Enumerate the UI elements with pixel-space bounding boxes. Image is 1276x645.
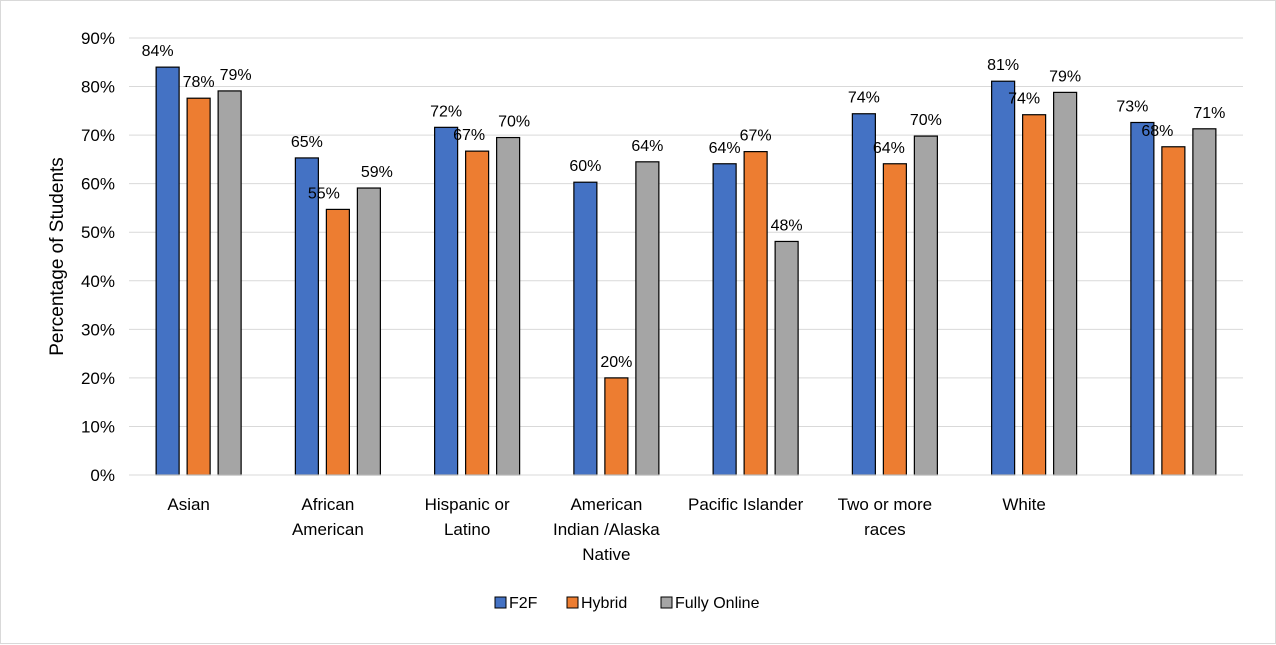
bar-f2f [294, 157, 319, 476]
data-label: 71% [1193, 105, 1225, 122]
data-label: 64% [631, 138, 663, 155]
category-label: Latino [444, 520, 490, 539]
bar-f2f [1130, 121, 1155, 476]
data-label: 59% [361, 164, 393, 181]
data-label: 20% [600, 354, 632, 371]
data-label: 55% [308, 185, 340, 202]
legend-swatch [660, 596, 673, 609]
data-label: 48% [771, 217, 803, 234]
category-label: Hispanic or [425, 495, 510, 514]
category-label: Native [582, 545, 630, 564]
bar-hybrid [882, 163, 907, 476]
category-labels: Asian African American Hispanic or Latino Ame… [167, 495, 1046, 564]
legend-swatch [494, 596, 507, 609]
bar-f2f [155, 66, 180, 476]
bar-hybrid [186, 97, 211, 476]
bar-fully-online [496, 136, 521, 476]
bar-fully-online [1053, 91, 1078, 476]
category-label: Pacific Islander [688, 495, 804, 514]
legend-label: Hybrid [581, 595, 627, 612]
data-label: 73% [1116, 98, 1148, 115]
data-label: 74% [848, 90, 880, 107]
bar-fully-online [913, 135, 938, 476]
bar-hybrid [325, 208, 350, 476]
data-labels: 84%65%72%60%64%74%81%73%78%55%67%20%67%6… [142, 43, 1226, 371]
data-label: 67% [740, 128, 772, 145]
data-label: 72% [430, 103, 462, 120]
bar-fully-online [356, 187, 381, 476]
category-label: Asian [167, 495, 210, 514]
legend-swatch [566, 596, 579, 609]
data-label: 64% [873, 140, 905, 157]
data-label: 70% [910, 112, 942, 129]
data-label: 79% [220, 67, 252, 84]
y-tick-label: 70% [81, 126, 115, 145]
bar-hybrid [465, 150, 490, 476]
data-label: 84% [142, 43, 174, 60]
y-axis-ticks: 0% 10% 20% 30% 40% 50% 60% 70% 80% 90% [81, 29, 115, 485]
legend-label: Fully Online [675, 595, 760, 612]
y-tick-label: 40% [81, 272, 115, 291]
bar-hybrid [1022, 114, 1047, 476]
y-tick-label: 50% [81, 223, 115, 242]
data-label: 81% [987, 57, 1019, 74]
data-label: 60% [569, 158, 601, 175]
bar-f2f [851, 113, 876, 476]
data-label: 78% [183, 74, 215, 91]
bar-fully-online [1192, 128, 1217, 476]
bar-f2f [712, 163, 737, 476]
data-label: 70% [498, 114, 530, 131]
data-label: 64% [709, 140, 741, 157]
y-tick-label: 20% [81, 369, 115, 388]
y-tick-label: 60% [81, 175, 115, 194]
y-tick-label: 80% [81, 78, 115, 97]
bar-f2f [991, 80, 1016, 476]
category-label: African [301, 495, 354, 514]
bar-hybrid [743, 151, 768, 476]
data-label: 67% [453, 127, 485, 144]
bar-f2f [434, 126, 459, 476]
data-label: 74% [1008, 91, 1040, 108]
category-label: races [864, 520, 906, 539]
y-tick-label: 30% [81, 320, 115, 339]
data-label: 68% [1141, 123, 1173, 140]
y-axis-label: Percentage of Students [47, 157, 68, 356]
bar-hybrid [1161, 146, 1186, 476]
y-tick-label: 0% [90, 466, 115, 485]
data-label: 79% [1049, 68, 1081, 85]
bar-hybrid [604, 377, 629, 476]
category-label: Indian /Alaska [553, 520, 660, 539]
y-tick-label: 90% [81, 29, 115, 48]
bars [155, 66, 1217, 476]
data-label: 65% [291, 134, 323, 151]
category-label: White [1002, 495, 1045, 514]
y-tick-label: 10% [81, 417, 115, 436]
category-label: American [292, 520, 364, 539]
category-label: American [570, 495, 642, 514]
bar-f2f [573, 181, 598, 476]
legend-label: F2F [509, 595, 538, 612]
bar-fully-online [635, 161, 660, 476]
category-label: Two or more [838, 495, 932, 514]
bar-fully-online [774, 240, 799, 476]
legend: F2F Hybrid Fully Online [494, 595, 760, 612]
bar-fully-online [217, 90, 242, 476]
